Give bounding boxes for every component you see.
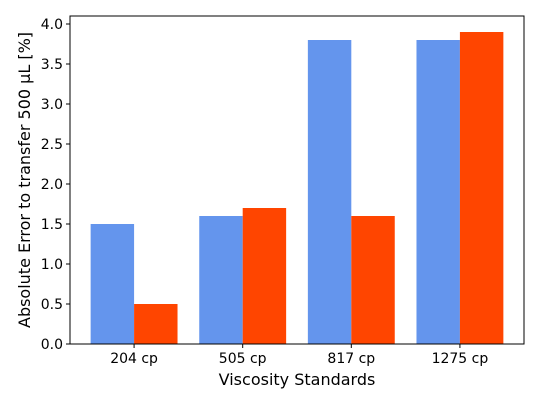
- bar-series-1-204-cp: [90, 224, 135, 344]
- x-tick-label: 204 cp: [110, 351, 158, 367]
- y-tick-label: 2.5: [41, 137, 63, 153]
- x-tick-label: 1275 cp: [432, 351, 489, 367]
- x-tick-label: 817 cp: [327, 351, 375, 367]
- y-tick-label: 1.0: [41, 257, 63, 273]
- ticks-layer: 204 cp 505 cp 817 cp 1275 cp 0.0 0.5 1.0 1.5 2.0…: [41, 17, 489, 367]
- bar-series-2-817-cp: [351, 216, 395, 344]
- y-tick-label: 0.5: [41, 297, 63, 313]
- y-tick-label: 0.0: [41, 337, 63, 353]
- bar-series-2-1275-cp: [459, 32, 504, 344]
- x-tick-label: 505 cp: [219, 351, 267, 367]
- y-tick-label: 3.0: [41, 97, 63, 113]
- bar-series-2-505-cp: [242, 208, 287, 344]
- bar-series-1-1275-cp: [416, 40, 460, 344]
- y-tick-label: 2.0: [41, 177, 63, 193]
- y-tick-label: 3.5: [41, 57, 63, 73]
- bar-series-1-505-cp: [199, 216, 243, 344]
- bar-series-1-817-cp: [307, 40, 352, 344]
- x-axis-title: Viscosity Standards: [219, 370, 376, 389]
- y-tick-label: 4.0: [41, 17, 63, 33]
- plot-frame: [69, 15, 525, 345]
- y-tick-label: 1.5: [41, 217, 63, 233]
- bars-layer: [90, 32, 504, 344]
- bar-series-2-204-cp: [134, 304, 178, 344]
- y-axis-title: Absolute Error to transfer 500 µL [%]: [15, 32, 34, 328]
